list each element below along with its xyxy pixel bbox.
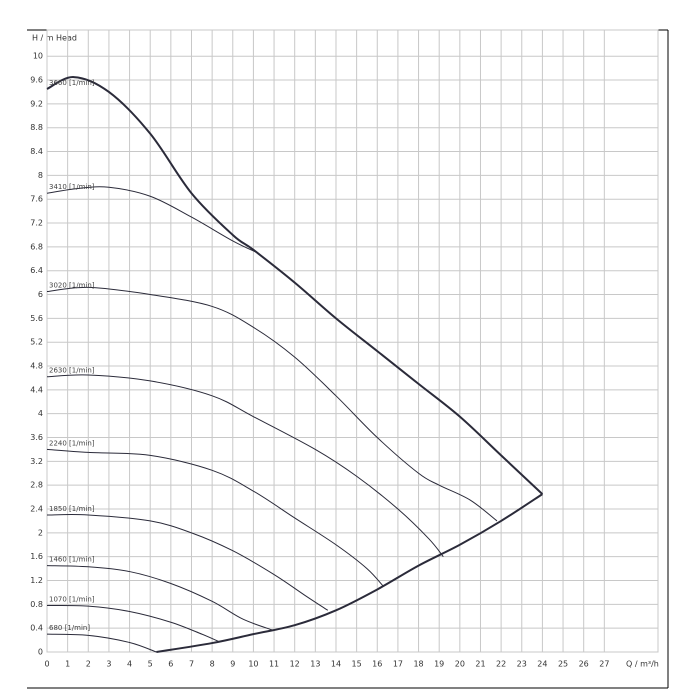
- y-tick-label: 1.6: [30, 552, 43, 561]
- y-tick-label: 9.2: [30, 99, 43, 108]
- speed-curve: [46, 374, 444, 557]
- x-tick-label: 14: [331, 660, 341, 669]
- speed-curve: [46, 186, 258, 254]
- x-tick-label: 11: [269, 660, 279, 669]
- y-tick-label: 2.4: [30, 505, 43, 514]
- curve-label: 2240 [1/min]: [49, 439, 95, 447]
- x-tick-label: 7: [189, 660, 194, 669]
- y-tick-label: 3.2: [30, 457, 43, 466]
- x-tick-label: 4: [127, 660, 132, 669]
- x-tick-label: 8: [210, 660, 215, 669]
- y-tick-label: 0.4: [30, 624, 43, 633]
- x-tick-label: 22: [496, 660, 506, 669]
- speed-curve: [46, 565, 275, 632]
- y-tick-label: 4: [38, 409, 43, 418]
- y-tick-label: 9.6: [30, 76, 43, 85]
- x-tick-label: 26: [579, 660, 589, 669]
- curve-label: 3020 [1/min]: [49, 282, 95, 290]
- x-tick-label: 18: [413, 660, 423, 669]
- x-tick-label: 13: [310, 660, 320, 669]
- speed-curve: [46, 633, 157, 653]
- curve-label: 1460 [1/min]: [49, 556, 95, 564]
- x-tick-label: 12: [290, 660, 300, 669]
- y-tick-label: 4.4: [30, 385, 43, 394]
- curve-label: 680 [1/min]: [49, 624, 90, 632]
- curve-label: 3660 [1/min]: [49, 79, 95, 87]
- x-tick-label: 25: [558, 660, 568, 669]
- x-tick-label: 16: [372, 660, 382, 669]
- annotation: Head: [56, 34, 77, 43]
- x-tick-label: 15: [352, 660, 362, 669]
- x-tick-label: 5: [148, 660, 153, 669]
- y-tick-label: 6.4: [30, 266, 43, 275]
- curve-label: 1850 [1/min]: [49, 505, 95, 513]
- y-tick-label: 7.2: [30, 219, 43, 228]
- y-tick-label: 8.8: [30, 123, 43, 132]
- y-tick-label: 2: [38, 528, 43, 537]
- y-tick-label: 5.6: [30, 314, 43, 323]
- x-tick-label: 27: [599, 660, 609, 669]
- curve-label: 1070 [1/min]: [49, 596, 95, 604]
- speed-curve: [46, 76, 544, 495]
- y-tick-label: 1.2: [30, 576, 43, 585]
- x-tick-label: 6: [168, 660, 173, 669]
- speed-curve: [46, 514, 329, 611]
- x-tick-label: 19: [434, 660, 444, 669]
- y-tick-label: 8.4: [30, 147, 43, 156]
- x-axis-label: Q / m³/h: [626, 660, 659, 669]
- y-tick-label: 8: [38, 171, 43, 180]
- x-tick-label: 17: [393, 660, 403, 669]
- x-tick-label: 3: [106, 660, 111, 669]
- x-tick-label: 9: [230, 660, 235, 669]
- limit-curve: [156, 493, 543, 653]
- x-tick-label: 10: [248, 660, 258, 669]
- x-tick-label: 24: [537, 660, 547, 669]
- y-tick-label: 6: [38, 290, 43, 299]
- plot-area: [46, 29, 659, 653]
- speed-curve: [46, 448, 384, 587]
- y-tick-label: 7.6: [30, 195, 43, 204]
- y-tick-label: 10: [33, 52, 43, 61]
- y-tick-label: 0.8: [30, 600, 43, 609]
- y-tick-label: 0: [38, 648, 43, 657]
- y-tick-label: 5.2: [30, 338, 43, 347]
- speed-curve: [46, 604, 219, 642]
- y-tick-label: 2.8: [30, 481, 43, 490]
- curve-label: 2630 [1/min]: [49, 367, 95, 375]
- y-tick-label: 4.8: [30, 362, 43, 371]
- x-tick-label: 21: [475, 660, 485, 669]
- y-tick-label: 6.8: [30, 242, 43, 251]
- x-tick-label: 1: [65, 660, 70, 669]
- curve-label: 3410 [1/min]: [49, 183, 95, 191]
- y-tick-label: 3.6: [30, 433, 43, 442]
- speed-curve: [46, 286, 498, 522]
- x-tick-label: 2: [86, 660, 91, 669]
- x-tick-label: 0: [44, 660, 49, 669]
- x-tick-label: 23: [517, 660, 527, 669]
- x-tick-label: 20: [455, 660, 465, 669]
- y-axis-label: H / m: [32, 34, 54, 43]
